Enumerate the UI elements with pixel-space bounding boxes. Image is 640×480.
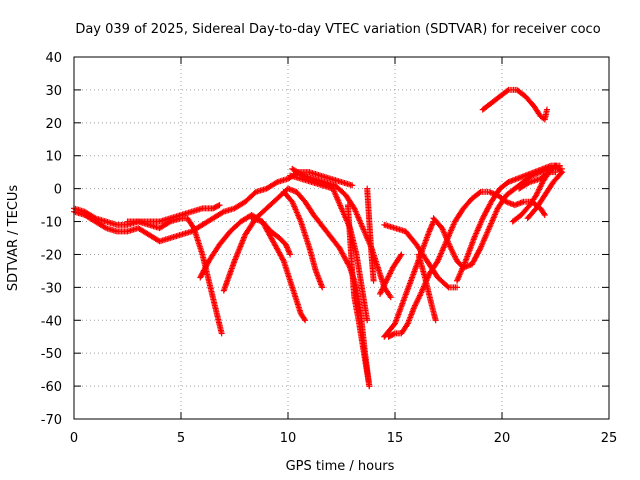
grid bbox=[74, 57, 609, 419]
x-tick-label: 15 bbox=[387, 431, 404, 446]
y-tick-label: 10 bbox=[45, 150, 62, 165]
series-arc-17 bbox=[430, 165, 565, 271]
series-arc-13 bbox=[385, 188, 548, 340]
x-tick-label: 0 bbox=[70, 431, 78, 446]
ticks: 0 5 10 15 20 25 -70 -60 -50 -40 -30 -20 -10 0 10 20 30 40 bbox=[41, 51, 618, 446]
data-points bbox=[385, 188, 548, 340]
data-points bbox=[454, 162, 563, 284]
series-arc-15 bbox=[415, 251, 439, 324]
x-tick-label: 20 bbox=[494, 431, 511, 446]
data-points bbox=[516, 169, 559, 192]
x-axis-label: GPS time / hours bbox=[286, 459, 395, 474]
data-points bbox=[344, 202, 373, 390]
y-tick-label: -10 bbox=[41, 216, 62, 231]
series-arc-19 bbox=[479, 86, 550, 123]
plot-frame bbox=[73, 56, 610, 420]
y-tick-label: 0 bbox=[54, 183, 62, 198]
x-tick-label: 5 bbox=[177, 431, 185, 446]
data-points bbox=[124, 215, 225, 337]
y-tick-label: -50 bbox=[41, 347, 62, 362]
data-points bbox=[280, 188, 326, 291]
y-tick-label: -40 bbox=[41, 314, 62, 329]
series-arc-10 bbox=[344, 202, 373, 390]
y-tick-label: -60 bbox=[41, 380, 62, 395]
series-arc-16 bbox=[377, 251, 405, 297]
series-arc-18 bbox=[454, 162, 563, 284]
data-points bbox=[364, 185, 377, 284]
series-layer bbox=[71, 86, 565, 390]
series-arc-22 bbox=[516, 169, 559, 192]
y-tick-label: -20 bbox=[41, 248, 62, 263]
series-arc-7 bbox=[280, 188, 326, 291]
data-points bbox=[248, 215, 294, 258]
data-points bbox=[479, 86, 550, 123]
y-tick-label: 20 bbox=[45, 117, 62, 132]
x-tick-label: 10 bbox=[280, 431, 297, 446]
y-tick-label: -70 bbox=[41, 413, 62, 428]
data-points bbox=[415, 251, 439, 324]
x-tick-label: 25 bbox=[601, 431, 618, 446]
data-points bbox=[524, 169, 565, 222]
data-points bbox=[430, 165, 565, 271]
series-arc-21 bbox=[524, 169, 565, 222]
series-arc-6 bbox=[248, 215, 294, 258]
y-tick-label: 40 bbox=[45, 51, 62, 66]
y-tick-label: 30 bbox=[45, 84, 62, 99]
data-points bbox=[377, 251, 405, 297]
y-tick-label: -30 bbox=[41, 281, 62, 296]
chart-title: Day 039 of 2025, Sidereal Day-to-day VTE… bbox=[75, 22, 600, 37]
series-arc-3 bbox=[124, 215, 225, 337]
series-arc-11 bbox=[364, 185, 377, 284]
y-axis-label: SDTVAR / TECUs bbox=[6, 185, 21, 292]
